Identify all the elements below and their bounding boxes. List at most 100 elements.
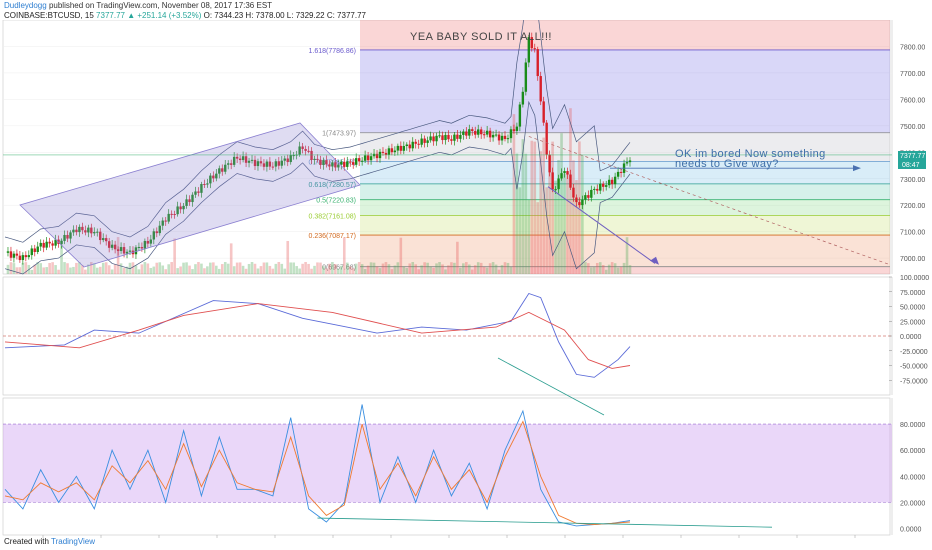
volume-bar: [536, 202, 540, 274]
candle-body: [429, 136, 432, 141]
volume-bar: [381, 263, 385, 274]
candle-body: [158, 225, 161, 234]
candle-body: [340, 161, 343, 165]
volume-bar: [78, 262, 81, 274]
volume-bar: [465, 262, 468, 274]
volume-bar: [622, 262, 626, 274]
candle-body: [307, 150, 310, 152]
volume-bar: [250, 262, 254, 274]
candle-body: [405, 144, 408, 146]
candle-body: [352, 162, 355, 165]
chart-grid: [3, 46, 892, 503]
volume-bar: [459, 267, 462, 274]
candle-body: [30, 248, 33, 256]
volume-bar: [286, 240, 290, 274]
volume-bar: [619, 266, 623, 274]
bored-annotation-line1[interactable]: OK im bored Now something: [675, 148, 826, 160]
candle-body: [298, 146, 301, 155]
horizontal-arrow-head: [853, 165, 861, 172]
macd-tick-label: 50.0000: [900, 305, 925, 312]
candle-body: [60, 240, 63, 244]
candle-body: [515, 126, 519, 131]
stoch-d-line: [4, 420, 631, 526]
volume-bar: [197, 262, 200, 274]
candle-body: [286, 158, 289, 163]
volume-bar: [57, 269, 60, 274]
candle-body: [304, 148, 307, 151]
volume-bar: [113, 264, 117, 274]
candle-body: [206, 183, 209, 185]
fibonacci-extension[interactable]: 1.618(7786.86)1(7473.97)0.786(7365.63)0.…: [309, 20, 890, 274]
candle-body: [399, 145, 403, 151]
candle-body: [87, 227, 90, 233]
volume-bar: [345, 262, 349, 274]
volume-bar: [482, 266, 486, 274]
volume-bar: [241, 265, 245, 274]
volume-bar: [322, 266, 325, 274]
candle-body: [548, 154, 551, 173]
volume-bar: [304, 262, 307, 274]
candle-body: [84, 230, 87, 233]
candle-body: [45, 241, 48, 248]
volume-bar: [348, 266, 352, 274]
candle-body: [253, 159, 257, 167]
candle-body: [39, 242, 42, 247]
candlestick-series[interactable]: [6, 32, 632, 265]
price-tick-label: 7300.00: [900, 177, 925, 184]
volume-bars: [6, 108, 632, 274]
candle-body: [215, 173, 218, 179]
volume-bar: [601, 265, 605, 274]
volume-bar: [277, 262, 281, 274]
candle-body: [402, 145, 406, 151]
chart-header: Dudleydogg published on TradingView.com,…: [4, 1, 272, 11]
candle-body: [468, 129, 471, 136]
falling-arrow-head: [650, 256, 659, 265]
sold-annotation[interactable]: YEA BABY SOLD IT ALL!!!: [410, 31, 552, 43]
volume-bar: [45, 267, 48, 274]
volume-bar: [316, 262, 319, 274]
fib-zone-bottom: [360, 266, 890, 274]
volume-bar: [307, 263, 310, 274]
candle-body: [176, 206, 179, 215]
symbol-line: COINBASE:BTCUSD, 15 7377.77 ▲ +251.14 (+…: [4, 11, 366, 21]
volume-bar: [122, 267, 126, 274]
volume-bar: [125, 266, 129, 274]
tradingview-brand[interactable]: TradingView: [51, 537, 96, 546]
volume-bar: [143, 262, 147, 274]
candle-body: [375, 153, 379, 159]
candle-body: [539, 76, 542, 102]
price-chart[interactable]: 1.618(7786.86)1(7473.97)0.786(7365.63)0.…: [0, 20, 932, 538]
candle-body: [604, 185, 608, 187]
candle-body: [593, 188, 596, 190]
symbol-label: COINBASE:BTCUSD, 15: [4, 11, 94, 20]
volume-bar: [485, 267, 489, 274]
candle-body: [408, 144, 411, 149]
candle-body: [232, 156, 236, 165]
volume-bar: [432, 267, 435, 274]
candle-body: [27, 255, 31, 258]
candle-body: [566, 171, 569, 175]
trend-drawings[interactable]: [3, 122, 892, 528]
candle-body: [99, 231, 102, 241]
volume-bar: [90, 262, 93, 274]
candle-body: [51, 243, 54, 246]
price-axis: 7000.007100.007200.007300.007400.007500.…: [42, 44, 929, 538]
candle-body: [569, 174, 572, 188]
volume-bar: [137, 269, 141, 274]
candle-body: [265, 161, 269, 167]
lower-band: [4, 100, 631, 275]
author-name[interactable]: Dudleydogg: [4, 1, 47, 10]
volume-bar: [396, 262, 400, 274]
volume-bar: [140, 264, 144, 274]
volume-bar: [560, 133, 563, 274]
bored-annotation-line2[interactable]: needs to Give way?: [675, 158, 779, 170]
volume-bar: [342, 237, 346, 274]
volume-bar: [155, 262, 159, 274]
volume-bar: [146, 263, 150, 274]
stoch-tick-label: 60.0000: [900, 448, 925, 455]
volume-bar: [402, 266, 406, 274]
volume-bar: [411, 262, 415, 274]
volume-bar: [98, 266, 102, 274]
volume-bar: [462, 263, 465, 274]
volume-bar: [51, 262, 54, 274]
